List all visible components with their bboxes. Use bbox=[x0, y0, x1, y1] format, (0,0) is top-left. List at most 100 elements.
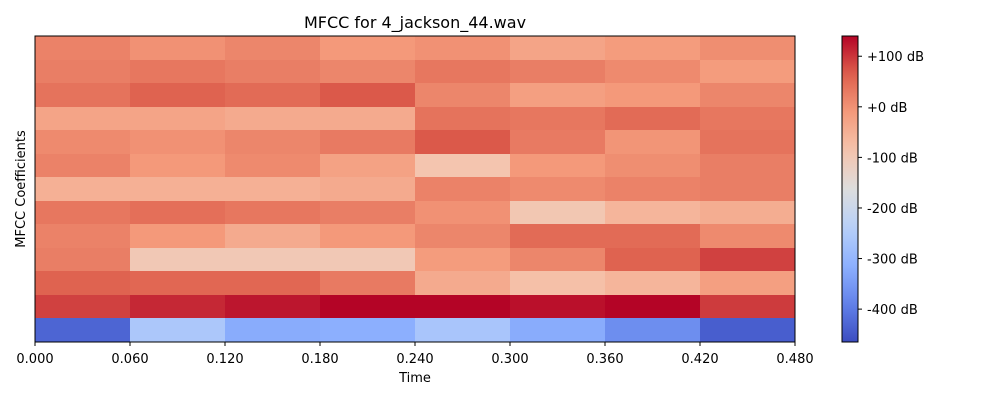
heatmap-cell bbox=[510, 36, 606, 61]
heatmap-cell bbox=[700, 177, 796, 202]
heatmap-cell bbox=[35, 60, 131, 84]
heatmap-cell bbox=[225, 177, 321, 202]
heatmap-cell bbox=[700, 201, 796, 225]
heatmap-cell bbox=[605, 318, 701, 343]
heatmap-cell bbox=[415, 107, 511, 131]
heatmap-cell bbox=[320, 224, 416, 249]
heatmap-cell bbox=[130, 318, 226, 343]
heatmap-cell bbox=[320, 271, 416, 296]
heatmap-cell bbox=[700, 248, 796, 272]
heatmap-cell bbox=[605, 130, 701, 155]
heatmap-cell bbox=[415, 36, 511, 61]
x-tick-label: 0.480 bbox=[776, 352, 813, 367]
heatmap-cell bbox=[35, 130, 131, 155]
heatmap-cell bbox=[130, 60, 226, 84]
heatmap-cell bbox=[320, 130, 416, 155]
heatmap-cell bbox=[700, 60, 796, 84]
heatmap-cell bbox=[605, 177, 701, 202]
heatmap-cell bbox=[130, 201, 226, 225]
heatmap-cell bbox=[510, 130, 606, 155]
colorbar-tick-label: +0 dB bbox=[867, 101, 907, 116]
heatmap-cell bbox=[130, 295, 226, 319]
x-tick-label: 0.420 bbox=[681, 352, 718, 367]
x-axis-label: Time bbox=[398, 371, 431, 386]
heatmap-cell bbox=[415, 177, 511, 202]
colorbar-tick-label: -300 dB bbox=[867, 253, 918, 268]
heatmap-cell bbox=[320, 201, 416, 225]
heatmap-cell bbox=[415, 318, 511, 343]
heatmap-cell bbox=[225, 130, 321, 155]
colorbar bbox=[841, 35, 859, 343]
heatmap-cell bbox=[700, 36, 796, 61]
heatmap-cell bbox=[35, 295, 131, 319]
heatmap-cell bbox=[700, 318, 796, 343]
heatmap-cell bbox=[225, 271, 321, 296]
heatmap-cell bbox=[700, 224, 796, 249]
heatmap-cell bbox=[510, 201, 606, 225]
heatmap-cell bbox=[605, 271, 701, 296]
heatmap-cell bbox=[510, 248, 606, 272]
heatmap-cell bbox=[35, 224, 131, 249]
heatmap-cell bbox=[605, 60, 701, 84]
heatmap-cell bbox=[510, 177, 606, 202]
heatmap-cell bbox=[510, 295, 606, 319]
heatmap-cell bbox=[35, 154, 131, 178]
x-tick-label: 0.120 bbox=[206, 352, 243, 367]
heatmap-cell bbox=[225, 83, 321, 108]
heatmap-cell bbox=[35, 177, 131, 202]
heatmap-cell bbox=[225, 224, 321, 249]
heatmap-cell bbox=[35, 201, 131, 225]
x-axis-ticks: 0.000 0.060 0.120 0.180 0.240 0.300 0.360 0.420… bbox=[16, 342, 814, 367]
heatmap-cell bbox=[320, 154, 416, 178]
heatmap-cell bbox=[510, 318, 606, 343]
heatmap-cell bbox=[415, 224, 511, 249]
heatmap-cell bbox=[320, 318, 416, 343]
heatmap-cell bbox=[320, 177, 416, 202]
heatmap-cell bbox=[130, 177, 226, 202]
heatmap-cell bbox=[415, 271, 511, 296]
heatmap-cell bbox=[605, 83, 701, 108]
heatmap-cell bbox=[605, 36, 701, 61]
heatmap-cell bbox=[605, 295, 701, 319]
heatmap-cell bbox=[225, 295, 321, 319]
colorbar-tick-label: -100 dB bbox=[867, 151, 918, 166]
heatmap-cell bbox=[700, 295, 796, 319]
heatmap-cell bbox=[320, 107, 416, 131]
heatmap-cell bbox=[225, 318, 321, 343]
colorbar-tick-label: -400 dB bbox=[867, 303, 918, 318]
heatmap-cell bbox=[605, 248, 701, 272]
heatmap-cell bbox=[320, 60, 416, 84]
heatmap-cell bbox=[605, 224, 701, 249]
heatmap-cell bbox=[130, 224, 226, 249]
heatmap-cell bbox=[605, 154, 701, 178]
heatmap-cell bbox=[225, 248, 321, 272]
heatmap-cell bbox=[130, 83, 226, 108]
heatmap-cell bbox=[700, 154, 796, 178]
heatmap-cell bbox=[415, 248, 511, 272]
heatmap-cell bbox=[35, 318, 131, 343]
heatmap-cell bbox=[415, 154, 511, 178]
heatmap-cell bbox=[225, 60, 321, 84]
heatmap-cell bbox=[510, 154, 606, 178]
y-axis-label: MFCC Coefficients bbox=[14, 130, 29, 248]
x-tick-label: 0.000 bbox=[16, 352, 53, 367]
heatmap-cell bbox=[35, 271, 131, 296]
heatmap-cell bbox=[225, 107, 321, 131]
heatmap-cells bbox=[35, 36, 796, 343]
heatmap-cell bbox=[700, 83, 796, 108]
x-tick-label: 0.360 bbox=[586, 352, 623, 367]
heatmap-cell bbox=[130, 248, 226, 272]
heatmap-cell bbox=[35, 248, 131, 272]
heatmap-cell bbox=[225, 201, 321, 225]
heatmap-cell bbox=[415, 295, 511, 319]
colorbar-ticks: +100 dB +0 dB -100 dB -200 dB -300 dB -400 dB bbox=[858, 50, 924, 318]
heatmap-cell bbox=[320, 83, 416, 108]
heatmap-cell bbox=[225, 154, 321, 178]
heatmap-cell bbox=[320, 248, 416, 272]
heatmap-cell bbox=[130, 154, 226, 178]
heatmap-cell bbox=[510, 224, 606, 249]
heatmap-cell bbox=[130, 130, 226, 155]
heatmap-cell bbox=[320, 36, 416, 61]
chart-title: MFCC for 4_jackson_44.wav bbox=[304, 13, 526, 33]
